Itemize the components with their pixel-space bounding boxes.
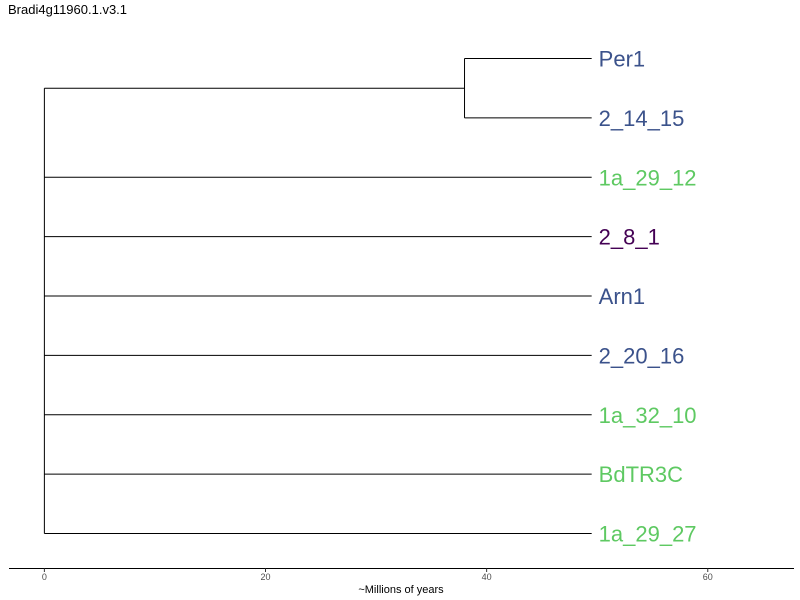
leaf-label: 2_20_16 [599, 343, 685, 368]
leaf-label: BdTR3C [599, 462, 683, 487]
leaf-label: 1a_29_12 [599, 165, 697, 190]
leaf-label: Per1 [599, 47, 645, 72]
x-axis-tick-label: 40 [482, 572, 492, 582]
x-axis-tick-label: 0 [42, 572, 47, 582]
leaf-label: 1a_29_27 [599, 522, 697, 547]
leaf-labels: Per1 2_14_15 1a_29_12 2_8_1 Arn1 2_20_16 1a_32… [599, 47, 697, 547]
leaf-label: 2_14_15 [599, 106, 685, 131]
x-axis: 0 20 40 60 ~Millions of years [9, 568, 794, 596]
leaf-label: Arn1 [599, 284, 645, 309]
leaf-label: 2_8_1 [599, 225, 660, 250]
leaf-label: 1a_32_10 [599, 403, 697, 428]
tree-branches [43, 58, 592, 534]
x-axis-title: ~Millions of years [358, 584, 444, 596]
x-axis-tick-label: 60 [703, 572, 713, 582]
x-axis-ticks: 0 20 40 60 [42, 568, 713, 582]
x-axis-tick-label: 20 [260, 572, 270, 582]
page-title: Bradi4g11960.1.v3.1 [8, 2, 128, 17]
